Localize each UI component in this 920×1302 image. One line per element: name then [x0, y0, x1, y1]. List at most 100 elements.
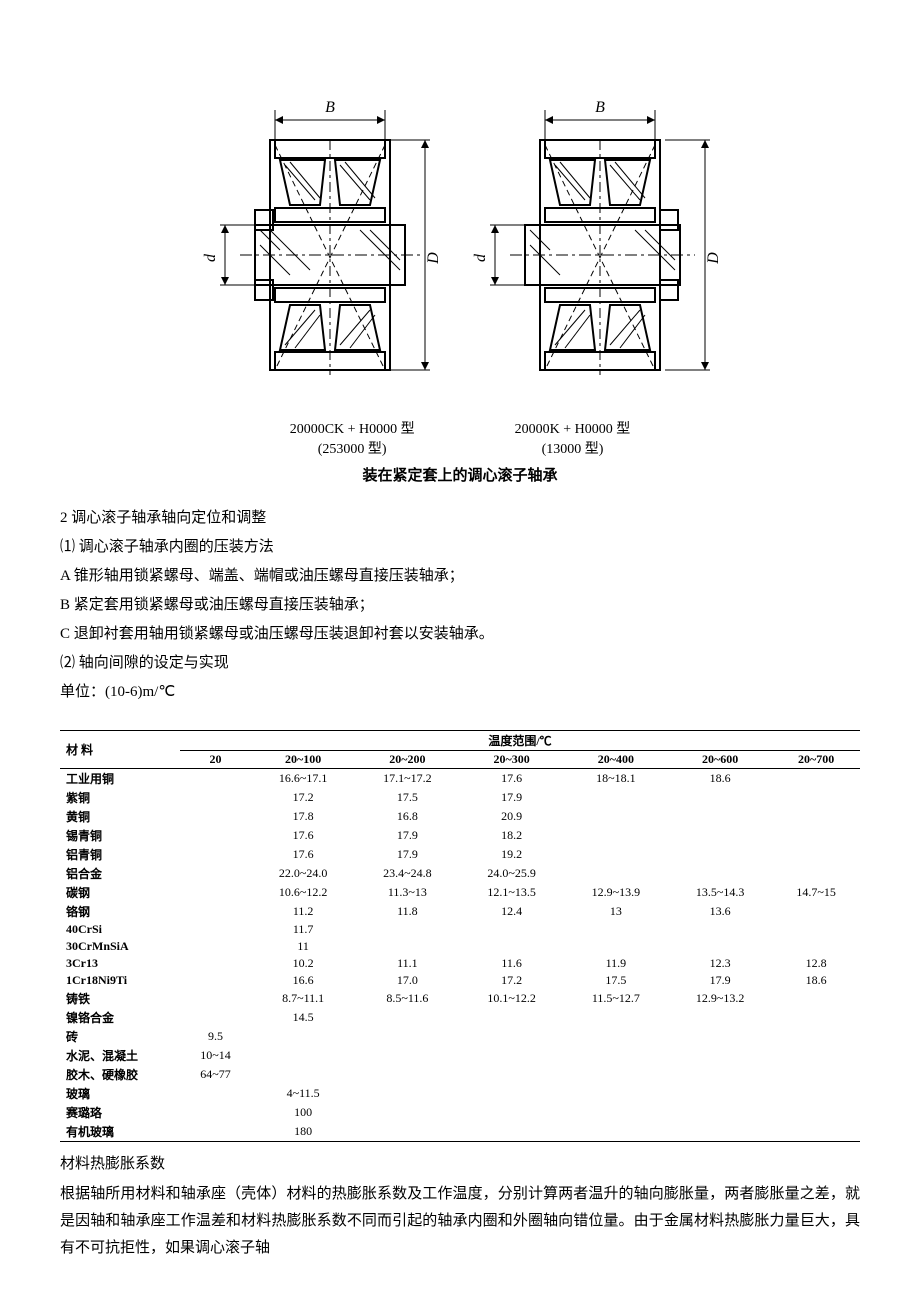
table-cell: [772, 769, 860, 789]
table-cell: 17.9: [668, 972, 772, 989]
figure-label-left: 20000CK + H0000 型 (253000 型): [290, 418, 415, 458]
table-cell: [668, 938, 772, 955]
text-line-6: ⑵ 轴向间隙的设定与实现: [60, 650, 860, 677]
table-cell: 17.9: [355, 826, 459, 845]
table-cell: [180, 864, 251, 883]
table-cell: [564, 1065, 668, 1084]
table-cell-material: 赛璐珞: [60, 1103, 180, 1122]
table-cell: [668, 788, 772, 807]
table-cell: [668, 1065, 772, 1084]
table-cell: 23.4~24.8: [355, 864, 459, 883]
table-cell-material: 锡青铜: [60, 826, 180, 845]
table-cell: 11: [251, 938, 355, 955]
text-line-4: B 紧定套用锁紧螺母或油压螺母直接压装轴承；: [60, 592, 860, 619]
table-cell-material: 铝合金: [60, 864, 180, 883]
table-cell: [355, 921, 459, 938]
table-cell: [668, 864, 772, 883]
table-cell: [251, 1027, 355, 1046]
table-row: 锡青铜17.617.918.2: [60, 826, 860, 845]
table-cell: [772, 902, 860, 921]
table-cell: 12.9~13.2: [668, 989, 772, 1008]
table-cell: 17.8: [251, 807, 355, 826]
table-row: 30CrMnSiA 11: [60, 938, 860, 955]
table-cell: 8.7~11.1: [251, 989, 355, 1008]
dim-d-right: d: [472, 253, 489, 262]
table-cell: [180, 807, 251, 826]
table-cell: [772, 938, 860, 955]
table-cell: 100: [251, 1103, 355, 1122]
figure-label-left-line1: 20000CK + H0000 型: [290, 418, 415, 438]
table-cell: [668, 1103, 772, 1122]
table-cell: [564, 1103, 668, 1122]
table-cell: [460, 1027, 564, 1046]
table-row: 铝合金22.0~24.023.4~24.824.0~25.9: [60, 864, 860, 883]
table-cell: 16.6~17.1: [251, 769, 355, 789]
table-header-material: 材 料: [60, 731, 180, 769]
table-cell: [355, 1008, 459, 1027]
table-row: 1Cr18Ni9Ti16.617.017.217.517.918.6: [60, 972, 860, 989]
table-cell: [460, 938, 564, 955]
table-cell: [180, 788, 251, 807]
table-cell: 17.9: [460, 788, 564, 807]
table-cell-material: 铬钢: [60, 902, 180, 921]
table-cell-material: 铸铁: [60, 989, 180, 1008]
table-cell: [668, 1027, 772, 1046]
table-row: 玻璃4~11.5: [60, 1084, 860, 1103]
table-cell: [772, 826, 860, 845]
table-cell: [180, 921, 251, 938]
table-row: 赛璐珞 100: [60, 1103, 860, 1122]
table-cell: [564, 788, 668, 807]
table-cell: [564, 864, 668, 883]
table-cell: 18.6: [668, 769, 772, 789]
table-cell-material: 30CrMnSiA: [60, 938, 180, 955]
table-cell: [460, 1065, 564, 1084]
table-cell: [180, 938, 251, 955]
table-row: 有机玻璃180: [60, 1122, 860, 1142]
table-cell: 14.7~15: [772, 883, 860, 902]
table-cell: [772, 1103, 860, 1122]
table-cell: 17.5: [355, 788, 459, 807]
figure-caption: 装在紧定套上的调心滚子轴承: [60, 464, 860, 485]
figure-label-left-line2: (253000 型): [290, 438, 415, 458]
figure-label-right-line1: 20000K + H0000 型: [515, 418, 631, 438]
table-cell: [564, 1008, 668, 1027]
table-cell: [355, 1046, 459, 1065]
table-cell: 12.4: [460, 902, 564, 921]
table-cell: [772, 1046, 860, 1065]
table-row: 碳钢10.6~12.211.3~1312.1~13.512.9~13.913.5…: [60, 883, 860, 902]
table-cell-material: 3Cr13: [60, 955, 180, 972]
figure-label-right: 20000K + H0000 型 (13000 型): [515, 418, 631, 458]
table-cell: [460, 1046, 564, 1065]
table-cell: [772, 921, 860, 938]
table-cell: 16.6: [251, 972, 355, 989]
table-cell: 12.9~13.9: [564, 883, 668, 902]
text-section: 2 调心滚子轴承轴向定位和调整 ⑴ 调心滚子轴承内圈的压装方法 A 锥形轴用锁紧…: [60, 505, 860, 706]
table-cell: [460, 1103, 564, 1122]
table-cell: [355, 1084, 459, 1103]
table-cell: [564, 921, 668, 938]
table-cell: [668, 1122, 772, 1142]
table-cell-material: 玻璃: [60, 1084, 180, 1103]
table-cell: 17.1~17.2: [355, 769, 459, 789]
table-cell: 17.0: [355, 972, 459, 989]
bearing-diagram-svg: B: [180, 80, 740, 410]
dim-B-right: B: [595, 99, 605, 116]
figure-labels: 20000CK + H0000 型 (253000 型) 20000K + H0…: [60, 418, 860, 458]
table-cell: [180, 972, 251, 989]
table-cell: 18.6: [772, 972, 860, 989]
table-cell: [180, 883, 251, 902]
table-cell: 11.9: [564, 955, 668, 972]
table-cell: 10.2: [251, 955, 355, 972]
dim-B-left: B: [325, 99, 335, 116]
table-cell: [180, 1103, 251, 1122]
table-cell: [668, 826, 772, 845]
table-cell: 12.8: [772, 955, 860, 972]
table-cell: [772, 1008, 860, 1027]
table-cell: 9.5: [180, 1027, 251, 1046]
table-row: 砖9.5: [60, 1027, 860, 1046]
table-row: 胶木、硬橡胶64~77: [60, 1065, 860, 1084]
table-cell-material: 碳钢: [60, 883, 180, 902]
table-cell: [772, 1027, 860, 1046]
table-cell: [668, 921, 772, 938]
thermal-expansion-table: 材 料 温度范围/℃ 2020~10020~20020~30020~40020~…: [60, 730, 860, 1142]
